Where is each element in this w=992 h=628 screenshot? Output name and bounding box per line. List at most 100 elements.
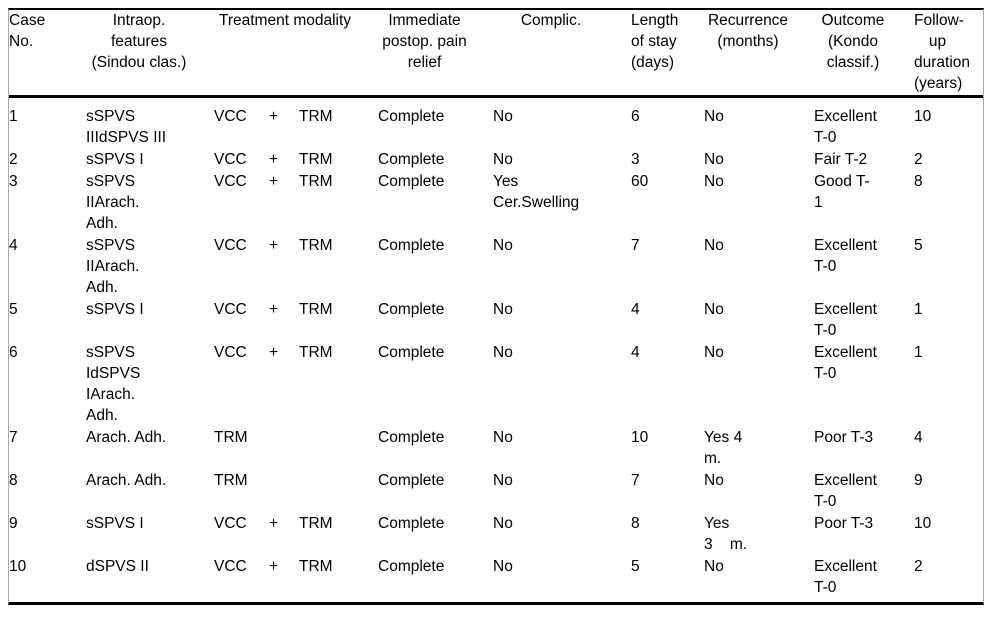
- cell-recurrence: No: [704, 108, 724, 125]
- cell-treatment-modality: VCC + TRM: [214, 97, 378, 150]
- cell-intraop-features: sSPVS IIIdSPVS III: [86, 108, 167, 146]
- cell-pain-relief: Complete: [378, 472, 445, 489]
- treatment-part-2: TRM: [299, 237, 333, 254]
- cell-intraop-features: sSPVS IIArach. Adh.: [86, 173, 140, 232]
- treatment-plus-sign: +: [269, 108, 279, 125]
- treatment-plus-sign: +: [269, 558, 279, 575]
- cell-treatment-modality: TRM: [214, 470, 378, 513]
- cell-outcome: Excellent T-0: [814, 108, 877, 146]
- treatment-part-1: TRM: [214, 472, 248, 489]
- col-header-recurrence: Recurrence (months): [704, 10, 814, 98]
- cell-complications: No: [493, 151, 513, 168]
- cell-complications: No: [493, 558, 513, 575]
- cell-intraop-features: sSPVS I: [86, 301, 144, 318]
- cell-length-of-stay: 6: [631, 108, 640, 125]
- cell-treatment-modality: VCC + TRM: [214, 235, 378, 299]
- cell-case-no: 8: [9, 472, 18, 489]
- cell-pain-relief: Complete: [378, 429, 445, 446]
- cell-pain-relief: Complete: [378, 301, 445, 318]
- cell-outcome: Excellent T-0: [814, 237, 877, 275]
- cell-outcome: Poor T-3: [814, 429, 874, 446]
- treatment-part-1: VCC: [214, 558, 247, 575]
- table-row: 9 sSPVS I VCC + TRM Complete No 8 Yes 3 m.…: [9, 513, 983, 556]
- cell-recurrence: No: [704, 151, 724, 168]
- table-row: 5 sSPVS I VCC + TRM Complete No 4 No Excel…: [9, 299, 983, 342]
- treatment-part-1: VCC: [214, 151, 247, 168]
- cell-complications: No: [493, 429, 513, 446]
- table-row: 2 sSPVS I VCC + TRM Complete No 3 No Fair …: [9, 149, 983, 171]
- cell-pain-relief: Complete: [378, 344, 445, 361]
- cell-recurrence: No: [704, 558, 724, 575]
- cell-followup-duration: 1: [914, 301, 923, 318]
- cell-recurrence: Yes 4 m.: [704, 429, 743, 467]
- cell-pain-relief: Complete: [378, 558, 445, 575]
- cell-treatment-modality: VCC + TRM: [214, 149, 378, 171]
- cell-followup-duration: 9: [914, 472, 923, 489]
- cell-complications: Yes Cer.Swelling: [493, 173, 580, 211]
- table-row: 1 sSPVS IIIdSPVS III VCC + TRM Complete No…: [9, 97, 983, 150]
- cell-intraop-features: dSPVS II: [86, 558, 149, 575]
- cell-case-no: 2: [9, 151, 18, 168]
- cell-intraop-features: Arach. Adh.: [86, 472, 167, 489]
- cell-outcome: Good T- 1: [814, 173, 870, 211]
- cell-followup-duration: 4: [914, 429, 923, 446]
- treatment-plus-sign: +: [269, 344, 279, 361]
- cell-case-no: 10: [9, 558, 27, 575]
- cell-case-no: 3: [9, 173, 18, 190]
- table-row: 7 Arach. Adh. TRM Complete No 10 Yes 4 m…: [9, 427, 983, 470]
- cell-length-of-stay: 4: [631, 344, 640, 361]
- cell-complications: No: [493, 344, 513, 361]
- cell-length-of-stay: 10: [631, 429, 649, 446]
- col-header-complications: Complic.: [493, 10, 631, 98]
- cell-pain-relief: Complete: [378, 151, 445, 168]
- treatment-plus-sign: +: [269, 237, 279, 254]
- cell-followup-duration: 10: [914, 108, 932, 125]
- cell-length-of-stay: 7: [631, 472, 640, 489]
- cell-complications: No: [493, 472, 513, 489]
- cell-outcome: Excellent T-0: [814, 344, 877, 382]
- cell-followup-duration: 10: [914, 515, 932, 532]
- cell-pain-relief: Complete: [378, 108, 445, 125]
- cell-length-of-stay: 4: [631, 301, 640, 318]
- cell-recurrence: No: [704, 472, 724, 489]
- cell-case-no: 5: [9, 301, 18, 318]
- col-header-treatment-modality: Treatment modality: [214, 10, 378, 98]
- cell-case-no: 7: [9, 429, 18, 446]
- treatment-part-1: VCC: [214, 344, 247, 361]
- table-row: 4 sSPVS IIArach. Adh. VCC + TRM Complete N…: [9, 235, 983, 299]
- treatment-part-1: VCC: [214, 108, 247, 125]
- cell-length-of-stay: 7: [631, 237, 640, 254]
- cell-complications: No: [493, 301, 513, 318]
- cell-complications: No: [493, 237, 513, 254]
- treatment-part-2: TRM: [299, 173, 333, 190]
- cell-followup-duration: 5: [914, 237, 923, 254]
- cell-length-of-stay: 3: [631, 151, 640, 168]
- cell-followup-duration: 1: [914, 344, 923, 361]
- header-row: Case No. Intraop. features (Sindou clas.…: [9, 10, 983, 98]
- table-row: 6 sSPVS IdSPVS IArach. Adh. VCC + TRM Comp…: [9, 342, 983, 427]
- treatment-plus-sign: +: [269, 301, 279, 318]
- cell-outcome: Excellent T-0: [814, 301, 877, 339]
- col-header-case-no: Case No.: [9, 10, 86, 98]
- table-row: 3 sSPVS IIArach. Adh. VCC + TRM Complete Y…: [9, 171, 983, 235]
- cell-pain-relief: Complete: [378, 173, 445, 190]
- cell-treatment-modality: VCC + TRM: [214, 513, 378, 556]
- cases-table-container: Case No. Intraop. features (Sindou clas.…: [8, 8, 984, 605]
- cell-outcome: Fair T-2: [814, 151, 868, 168]
- cell-length-of-stay: 8: [631, 515, 640, 532]
- cell-recurrence: Yes 3 m.: [704, 515, 748, 553]
- cell-complications: No: [493, 108, 513, 125]
- treatment-part-1: VCC: [214, 301, 247, 318]
- cell-recurrence: No: [704, 173, 724, 190]
- cell-intraop-features: sSPVS IIArach. Adh.: [86, 237, 140, 296]
- cell-followup-duration: 2: [914, 558, 923, 575]
- cell-intraop-features: sSPVS IdSPVS IArach. Adh.: [86, 344, 141, 424]
- cell-outcome: Excellent T-0: [814, 472, 877, 510]
- treatment-part-1: VCC: [214, 515, 247, 532]
- cell-outcome: Poor T-3: [814, 515, 874, 532]
- cell-treatment-modality: VCC + TRM: [214, 342, 378, 427]
- cell-treatment-modality: TRM: [214, 427, 378, 470]
- treatment-part-2: TRM: [299, 558, 333, 575]
- treatment-part-2: TRM: [299, 108, 333, 125]
